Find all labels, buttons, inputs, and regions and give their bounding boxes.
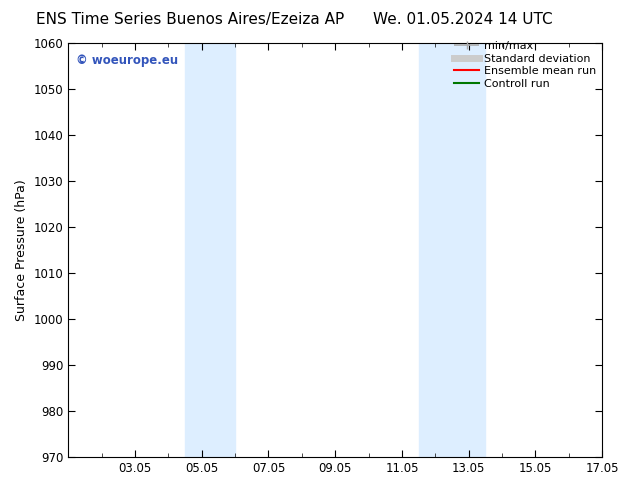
Text: ENS Time Series Buenos Aires/Ezeiza AP: ENS Time Series Buenos Aires/Ezeiza AP	[36, 12, 344, 27]
Text: © woeurope.eu: © woeurope.eu	[76, 54, 178, 67]
Bar	[185, 44, 235, 457]
Bar	[418, 44, 486, 457]
Text: We. 01.05.2024 14 UTC: We. 01.05.2024 14 UTC	[373, 12, 553, 27]
Legend: min/max, Standard deviation, Ensemble mean run, Controll run: min/max, Standard deviation, Ensemble me…	[450, 36, 601, 94]
Y-axis label: Surface Pressure (hPa): Surface Pressure (hPa)	[15, 179, 28, 321]
